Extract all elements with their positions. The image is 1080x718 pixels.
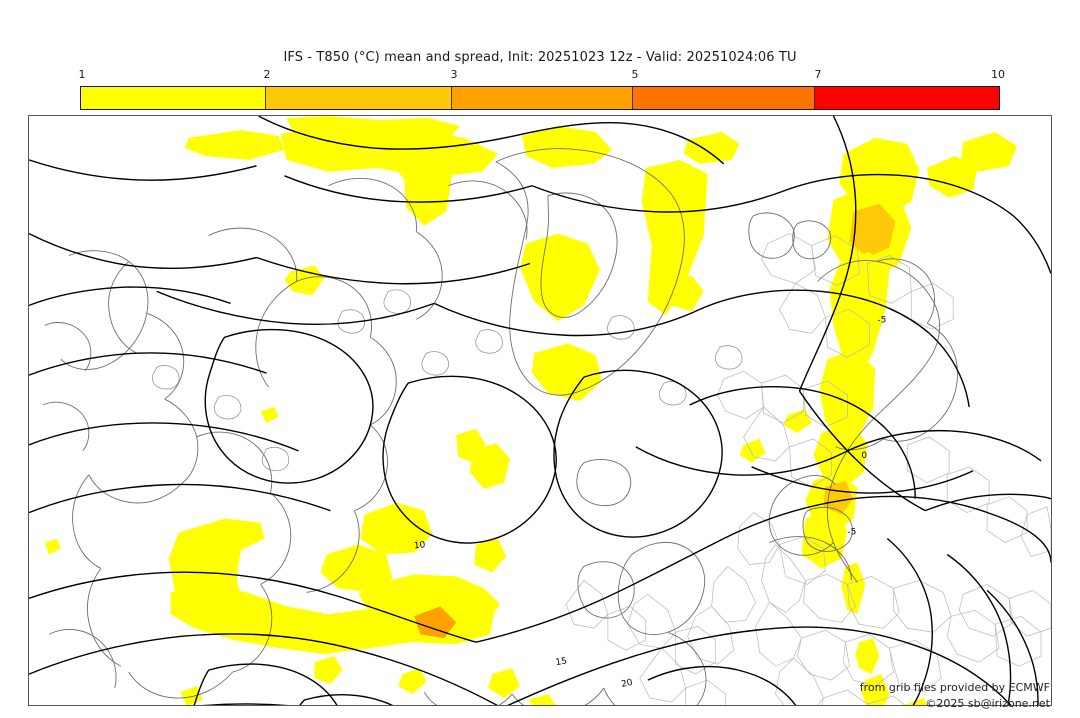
- spread-region-arctic-west: [184, 129, 285, 160]
- spread-region-iceland: [470, 442, 511, 489]
- spread-region-atlantic-east: [358, 574, 501, 633]
- contour-label-15: 15: [555, 656, 568, 668]
- spread-region-westeur-speck-3: [528, 694, 556, 705]
- spread-region-greenland-east: [522, 125, 612, 168]
- colorbar-gradient: [80, 86, 1000, 110]
- country-borders-layer: [565, 233, 1051, 705]
- map-canvas[interactable]: 10 15 20 0 -5 -5: [28, 115, 1052, 706]
- colorbar-tick-label: 2: [263, 68, 271, 81]
- spread-region-centraleur-1: [841, 562, 866, 615]
- colorbar-band-5-7: [632, 87, 816, 109]
- spread-region-norway-east-speck: [927, 155, 978, 198]
- spread-region-centraleur-2: [855, 638, 880, 675]
- colorbar-band-2-3: [265, 87, 453, 109]
- spread-shading-layer: [44, 116, 1018, 705]
- page-title: IFS - T850 (°C) mean and spread, Init: 2…: [283, 50, 797, 65]
- spread-region-arctic-speck-1: [284, 265, 325, 296]
- contour-label-neg5-b: -5: [847, 528, 856, 538]
- contour-label-20: 20: [620, 678, 634, 690]
- spread-region-greenland-low: [532, 343, 602, 402]
- spread-region-greenland-speck: [667, 275, 704, 312]
- spread-region-arctic-speck-3: [260, 407, 279, 423]
- spread-region-denmark-core: [823, 480, 854, 515]
- colorbar: 1 2 3 5 7 10: [79, 68, 1005, 110]
- spread-region-arctic-band-2: [280, 127, 499, 178]
- spread-region-norway-ne-speck: [961, 131, 1018, 172]
- map-svg: 10 15 20 0 -5 -5: [29, 116, 1051, 705]
- spread-region-atlantic-ne: [360, 502, 433, 555]
- spread-region-atlantic-orange-core: [414, 606, 457, 639]
- spread-region-north-speck: [683, 131, 740, 164]
- coastline-layer: [42, 148, 958, 705]
- colorbar-tick-label: 1: [78, 68, 86, 81]
- contour-label-10: 10: [414, 540, 427, 551]
- contour-layer: [29, 116, 1051, 705]
- spread-region-atlantic-speck-b: [398, 668, 427, 695]
- spread-region-atlantic-ne2: [320, 544, 393, 593]
- spread-region-atlantic-speck-a: [314, 656, 343, 685]
- spread-region-greenland-mid: [520, 233, 600, 322]
- colorbar-band-7-10: [815, 87, 999, 109]
- spread-region-medit-speck-2: [180, 686, 203, 705]
- spread-region-centraleur-3: [861, 674, 890, 705]
- contour-label-layer: 10 15 20 0 -5 -5: [414, 315, 887, 690]
- colorbar-band-1-2: [81, 87, 266, 109]
- island-outline-layer: [152, 289, 743, 472]
- spread-region-scandi-speck: [783, 409, 812, 433]
- spread-region-arctic-tail: [392, 159, 453, 226]
- colorbar-band-3-5: [452, 87, 633, 109]
- spread-region-westeur-speck-2: [488, 668, 521, 699]
- spread-region-easteur-1: [904, 698, 928, 705]
- colorbar-tick-label: 5: [631, 68, 639, 81]
- contour-label-0: 0: [861, 451, 867, 461]
- colorbar-tick-label: 7: [814, 68, 822, 81]
- spread-region-baltic-speck: [739, 438, 766, 463]
- contour-label-neg5-a: -5: [877, 315, 886, 325]
- spread-region-atlantic-speck-c: [44, 538, 61, 555]
- colorbar-tick-label: 10: [991, 68, 1005, 81]
- colorbar-tick-label: 3: [450, 68, 458, 81]
- spread-region-greenland-strip: [641, 159, 708, 316]
- spread-region-norway-core: [849, 203, 896, 258]
- spread-region-westeur-speck-1: [474, 538, 507, 573]
